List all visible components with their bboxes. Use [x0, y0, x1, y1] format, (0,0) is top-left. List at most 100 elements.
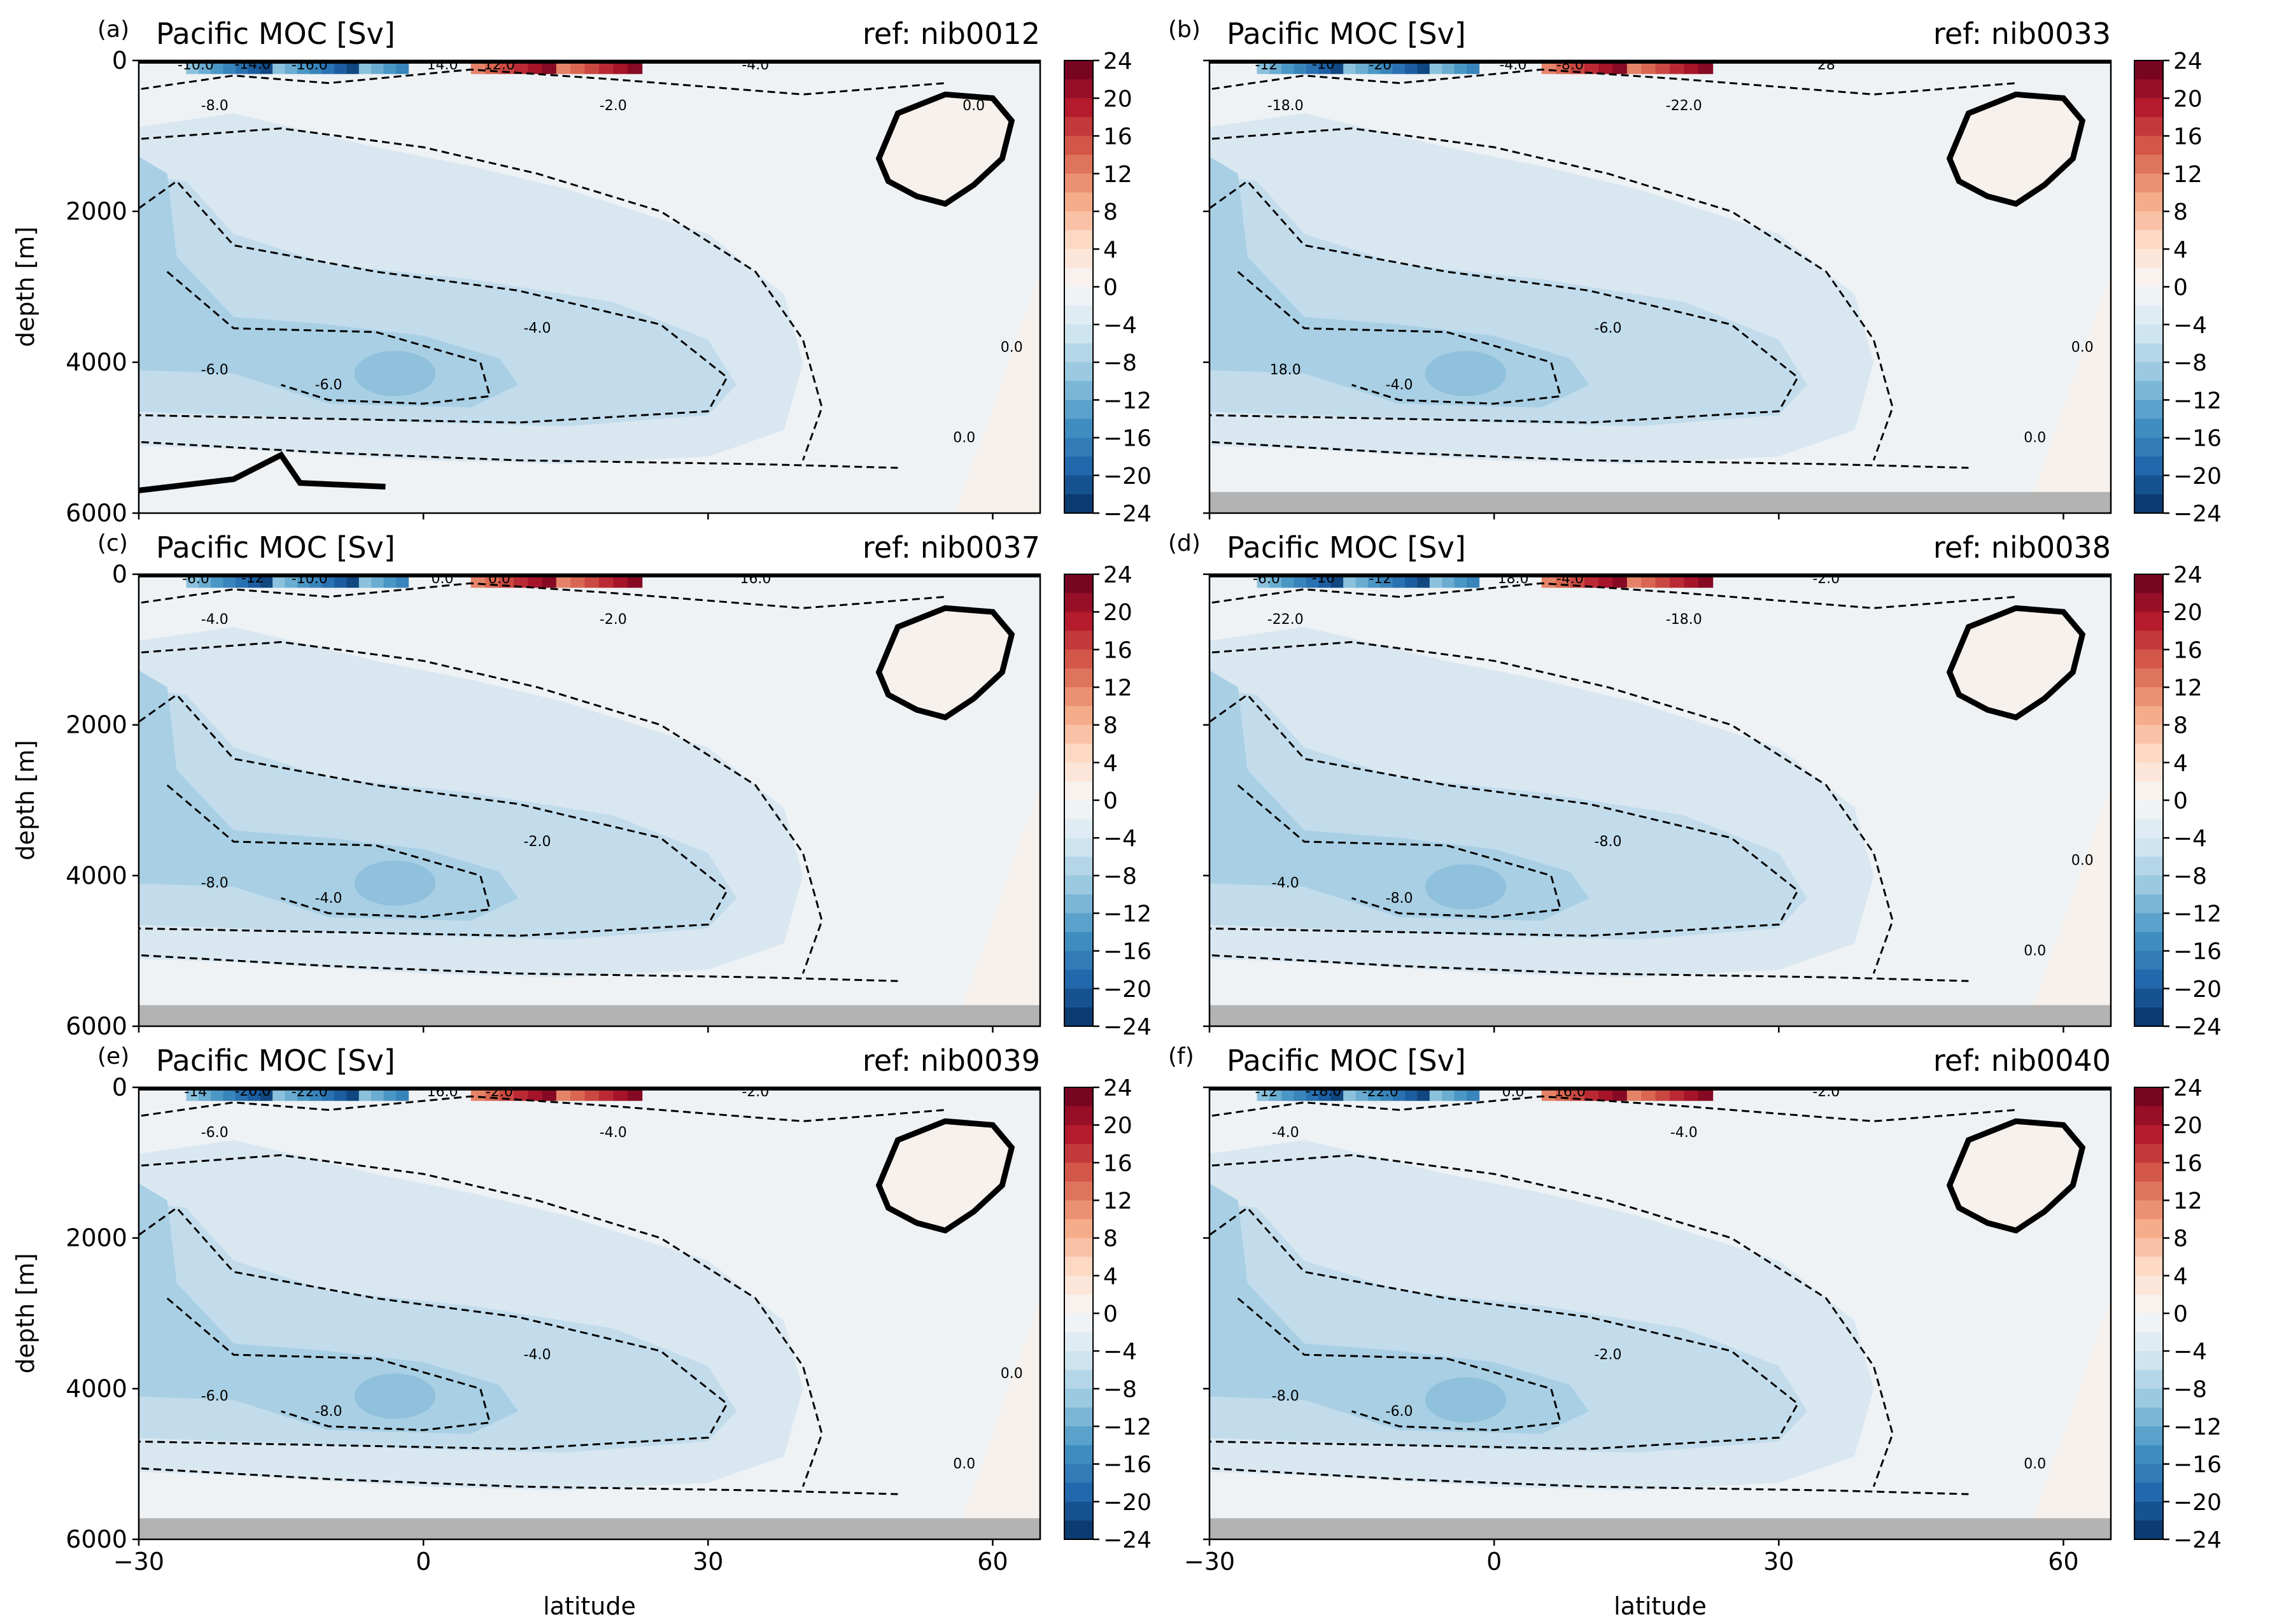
- dashed-contour: [166, 271, 491, 405]
- contour-label: -4.0: [1670, 1125, 1698, 1141]
- surface-cell: [211, 1087, 224, 1101]
- y-tick-label: 6000: [66, 1012, 127, 1040]
- surface-cell: [395, 60, 409, 74]
- positive-region: [954, 787, 1040, 1026]
- colorbar-tick-label: −12: [1103, 1415, 1152, 1441]
- surface-cell: [542, 574, 558, 588]
- contour-label: 0.0: [1001, 339, 1023, 355]
- colorbar-segment: [2134, 838, 2163, 858]
- colorbar-segment: [1064, 1162, 1093, 1182]
- surface-cell: [346, 1087, 360, 1101]
- contour-label: -18.0: [1305, 1084, 1341, 1099]
- colorbar-segment: [2134, 649, 2163, 669]
- surface-cell: [556, 1087, 572, 1101]
- colorbar-segment: [1064, 781, 1093, 801]
- panel-title: Pacific MOC [Sv]: [1227, 17, 1466, 51]
- surface-cell: [297, 1087, 311, 1101]
- contour-label: 0.0: [962, 98, 985, 114]
- dashed-contour: [139, 1206, 729, 1450]
- colorbar-segment: [1064, 1200, 1093, 1220]
- surface-cell: [285, 574, 298, 588]
- contour-label: -16: [1312, 570, 1335, 586]
- surface-cell: [528, 574, 543, 588]
- surface-cell: [1655, 574, 1671, 588]
- surface-cell: [499, 574, 514, 588]
- colorbar-segment: [1064, 381, 1093, 400]
- colorbar-segment: [2134, 1294, 2163, 1314]
- panel-title: Pacific MOC [Sv]: [1227, 1043, 1466, 1078]
- surface-cell: [1454, 574, 1467, 588]
- contour-label: -12: [1255, 57, 1278, 73]
- landmask: [1209, 1518, 2111, 1539]
- surface-cell: [1330, 1087, 1344, 1101]
- colorbar-segment: [2134, 1087, 2163, 1107]
- surface-cell: [358, 1087, 372, 1101]
- colorbar-tick-label: 8: [2173, 713, 2188, 739]
- colorbar-segment: [2134, 1200, 2163, 1220]
- colorbar-segment: [1064, 1313, 1093, 1333]
- contour-label: -4.0: [600, 1125, 627, 1141]
- colorbar-segment: [2134, 1125, 2163, 1145]
- surface-cell: [395, 574, 409, 588]
- panel-title: Pacific MOC [Sv]: [1227, 530, 1466, 565]
- contour-label: 18.0: [1270, 362, 1301, 378]
- contour-label: -6.0: [201, 1125, 229, 1141]
- surface-cell: [1669, 1087, 1685, 1101]
- contour-label: -4.0: [1556, 571, 1584, 587]
- x-tick-label: 30: [1763, 1548, 1794, 1576]
- dashed-contour: [139, 441, 898, 469]
- colorbar-segment: [2134, 98, 2163, 118]
- surface-cell: [297, 574, 311, 588]
- surface-cell: [334, 574, 348, 588]
- colorbar-segment: [2134, 762, 2163, 782]
- axes-frame: [1208, 59, 2112, 514]
- surface-cell: [223, 574, 236, 588]
- surface-cell: [513, 1087, 529, 1101]
- contour-label: -4.0: [524, 1347, 551, 1363]
- dashed-contour: [139, 582, 946, 609]
- contour-label: -12: [241, 570, 264, 586]
- surface-cell: [1698, 1087, 1714, 1101]
- colorbar-segment: [2134, 173, 2163, 193]
- contour-label: 0.0: [2071, 339, 2094, 355]
- contour-label: -4.0: [1272, 1125, 1299, 1141]
- dashed-contour: [1209, 68, 2017, 95]
- colorbar: 24 20 16 12 8 4 0 −4 −8 −12 −16 −20 −24: [2134, 562, 2222, 1040]
- surface-cell: [1626, 574, 1642, 588]
- landmask: [1209, 1005, 2111, 1026]
- surface-cell: [1343, 574, 1357, 588]
- colorbar-tick-label: −12: [2173, 1415, 2222, 1441]
- colorbar-segment: [1064, 913, 1093, 933]
- surface-cell: [272, 574, 286, 588]
- colorbar-segment: [1064, 1483, 1093, 1502]
- surface-cell: [542, 1087, 558, 1101]
- contour-label: -18.0: [1666, 612, 1702, 628]
- contour-label: -20.0: [234, 1084, 271, 1099]
- colorbar-segment: [1064, 649, 1093, 669]
- dashed-contour: [166, 784, 491, 918]
- surface-cell: [1641, 574, 1656, 588]
- surface-cell: [1442, 574, 1455, 588]
- surface-cell: [297, 60, 311, 74]
- colorbar-segment: [2134, 381, 2163, 400]
- surface-cell: [1281, 1087, 1295, 1101]
- colorbar-tick-label: 8: [1103, 199, 1118, 225]
- colorbar-segment: [1064, 475, 1093, 495]
- zero-contour: [139, 451, 386, 493]
- surface-cell: [1257, 1087, 1270, 1101]
- surface-cell: [1417, 574, 1430, 588]
- dashed-contour: [166, 1297, 491, 1431]
- y-tick-label: 4000: [66, 861, 127, 889]
- colorbar: 24 20 16 12 8 4 0 −4 −8 −12 −16 −20 −24: [1064, 1075, 1152, 1553]
- colorbar-segment: [2134, 819, 2163, 838]
- colorbar-segment: [1064, 687, 1093, 707]
- surface-cell: [309, 574, 323, 588]
- contour-label: -2.0: [524, 834, 551, 850]
- colorbar-tick-label: −20: [1103, 463, 1152, 490]
- surface-cell: [584, 1087, 600, 1101]
- contour-label: -6.0: [1386, 1404, 1413, 1420]
- y-tick-label: 6000: [66, 1525, 127, 1553]
- panel-ref: ref: nib0012: [863, 17, 1040, 51]
- colorbar-segment: [2134, 970, 2163, 989]
- colorbar-tick-label: −4: [2173, 1339, 2207, 1365]
